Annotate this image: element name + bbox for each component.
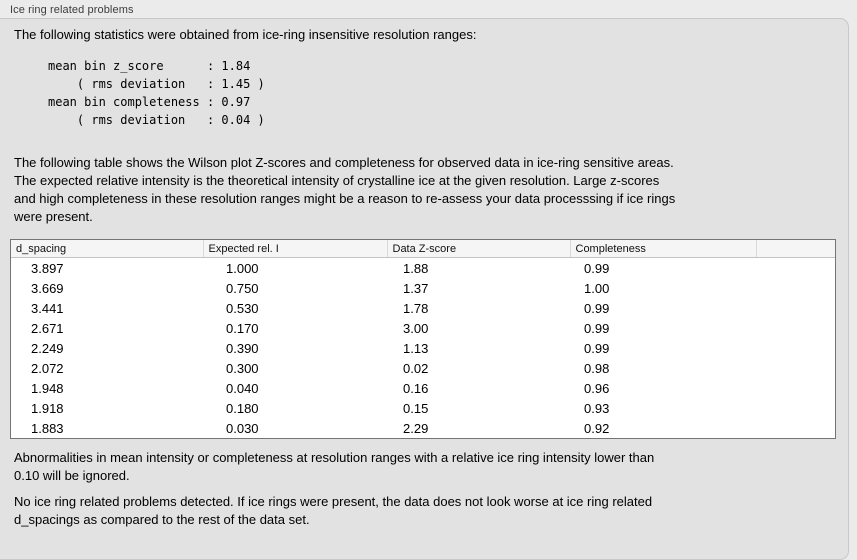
- table-cell: 0.98: [584, 360, 610, 376]
- table-cell: 1.883: [31, 420, 64, 436]
- table-cell: 0.99: [584, 260, 610, 276]
- stats-block: mean bin z_score : 1.84 ( rms deviation …: [48, 57, 265, 129]
- table-cell: 0.300: [226, 360, 259, 376]
- table-cell: [756, 418, 835, 438]
- table-cell: 0.99: [584, 300, 610, 316]
- table-cell: [756, 278, 835, 298]
- text-line: mean bin completeness : 0.97: [48, 95, 251, 109]
- table-cell: 0.390: [226, 340, 259, 356]
- ice-ring-panel: { "panel": { "title": "Ice ring related …: [0, 4, 849, 560]
- table-cell: 0.030: [226, 420, 259, 436]
- table-cell: 0.93: [584, 400, 610, 416]
- table-cell: 0.530: [226, 300, 259, 316]
- table-cell: 1.78: [403, 300, 429, 316]
- table-header-row: d_spacing Expected rel. I Data Z-score C…: [11, 240, 835, 258]
- table-cell: 0.99: [584, 340, 610, 356]
- table-cell: 1.13: [403, 340, 429, 356]
- table-cell: [756, 338, 835, 358]
- ignore-note-text: Abnormalities in mean intensity or compl…: [14, 449, 654, 485]
- table-cell: 2.671: [31, 320, 64, 336]
- table-cell: 1.948: [31, 380, 64, 396]
- text-line: ( rms deviation : 1.45 ): [48, 77, 265, 91]
- description-text: The following table shows the Wilson plo…: [14, 154, 675, 226]
- panel-title: Ice ring related problems: [10, 4, 134, 16]
- table-cell: 1.00: [584, 280, 610, 296]
- table-cell: 0.040: [226, 380, 259, 396]
- column-header-completeness[interactable]: Completeness: [569, 240, 756, 258]
- text-line: and high completeness in these resolutio…: [14, 191, 676, 206]
- column-header-d-spacing[interactable]: d_spacing: [11, 240, 203, 258]
- text-line: The following table shows the Wilson plo…: [14, 155, 674, 170]
- table-row[interactable]: 2.671 0.170 3.00 0.99: [11, 318, 835, 338]
- conclusion-text: No ice ring related problems detected. I…: [14, 493, 652, 529]
- table-cell: [756, 318, 835, 338]
- table-cell: 0.02: [403, 360, 429, 376]
- table-cell: 3.00: [403, 320, 429, 336]
- text-line: No ice ring related problems detected. I…: [14, 494, 653, 509]
- table-cell: 1.000: [226, 260, 259, 276]
- table-cell: 3.669: [31, 280, 64, 296]
- text-line: ( rms deviation : 0.04 ): [48, 113, 265, 127]
- text-line: d_spacings as compared to the rest of th…: [14, 512, 310, 527]
- text-line: Abnormalities in mean intensity or compl…: [14, 450, 655, 465]
- text-line: were present.: [14, 209, 93, 224]
- table-cell: [756, 398, 835, 418]
- table-cell: [756, 298, 835, 318]
- table-row[interactable]: 3.669 0.750 1.37 1.00: [11, 278, 835, 298]
- table-cell: 0.180: [226, 400, 259, 416]
- text-line: 0.10 will be ignored.: [14, 468, 130, 483]
- table-cell: 2.29: [403, 420, 429, 436]
- table-cell: 0.99: [584, 320, 610, 336]
- column-header-empty: [755, 240, 835, 258]
- table-row[interactable]: 3.441 0.530 1.78 0.99: [11, 298, 835, 318]
- table-cell: 3.897: [31, 260, 64, 276]
- text-line: The expected relative intensity is the t…: [14, 173, 660, 188]
- ice-ring-table: d_spacing Expected rel. I Data Z-score C…: [10, 239, 836, 439]
- table-row[interactable]: 1.918 0.180 0.15 0.93: [11, 398, 835, 418]
- column-header-expected-rel-i[interactable]: Expected rel. I: [202, 240, 387, 258]
- table-cell: 2.072: [31, 360, 64, 376]
- table-cell: [756, 358, 835, 378]
- table-row[interactable]: 1.948 0.040 0.16 0.96: [11, 378, 835, 398]
- table-cell: 2.249: [31, 340, 64, 356]
- table-row[interactable]: 3.897 1.000 1.88 0.99: [11, 258, 835, 279]
- text-line: mean bin z_score : 1.84: [48, 59, 251, 73]
- table-cell: 0.92: [584, 420, 610, 436]
- table-cell: [756, 258, 835, 279]
- ice-ring-table-grid: d_spacing Expected rel. I Data Z-score C…: [11, 240, 835, 438]
- column-header-data-z-score[interactable]: Data Z-score: [386, 240, 570, 258]
- table-cell: 0.170: [226, 320, 259, 336]
- table-cell: 0.15: [403, 400, 429, 416]
- table-cell: 3.441: [31, 300, 64, 316]
- table-cell: 0.96: [584, 380, 610, 396]
- table-cell: 0.16: [403, 380, 429, 396]
- table-cell: 1.918: [31, 400, 64, 416]
- table-row[interactable]: 2.072 0.300 0.02 0.98: [11, 358, 835, 378]
- table-row[interactable]: 1.883 0.030 2.29 0.92: [11, 418, 835, 438]
- table-cell: 1.88: [403, 260, 429, 276]
- table-cell: 1.37: [403, 280, 429, 296]
- table-cell: [756, 378, 835, 398]
- table-cell: 0.750: [226, 280, 259, 296]
- intro-text: The following statistics were obtained f…: [14, 27, 477, 42]
- table-row[interactable]: 2.249 0.390 1.13 0.99: [11, 338, 835, 358]
